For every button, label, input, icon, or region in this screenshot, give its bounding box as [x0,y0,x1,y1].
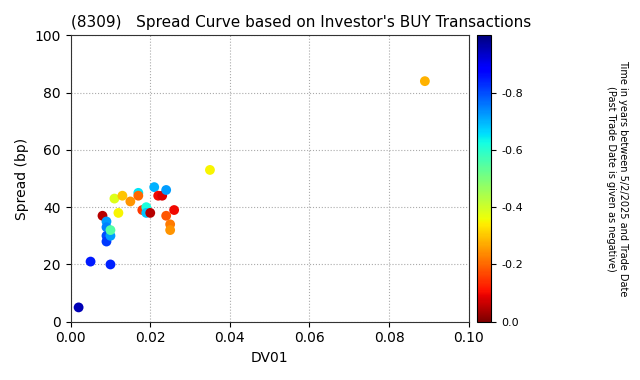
Point [113,210,124,216]
Point [74,304,84,310]
Point [117,193,127,199]
Point [137,207,147,213]
X-axis label: DV01: DV01 [251,351,289,365]
Text: (8309)   Spread Curve based on Investor's BUY Transactions: (8309) Spread Curve based on Investor's … [70,15,531,30]
Point [106,261,116,268]
Point [85,258,95,264]
Point [161,213,172,219]
Point [420,78,430,84]
Point [153,193,163,199]
Point [109,196,120,202]
Point [161,187,172,193]
Point [101,239,111,245]
Point [145,210,156,216]
Point [165,221,175,227]
Point [106,227,116,233]
Point [205,167,215,173]
Point [157,193,167,199]
Point [101,218,111,225]
Point [141,210,152,216]
Point [169,207,179,213]
Point [125,198,136,204]
Point [101,233,111,239]
Point [133,193,143,199]
Y-axis label: Spread (bp): Spread (bp) [15,138,29,220]
Point [106,233,116,239]
Point [133,190,143,196]
Point [97,213,108,219]
Point [149,184,159,190]
Point [101,224,111,230]
Point [165,227,175,233]
Y-axis label: Time in years between 5/2/2025 and Trade Date
(Past Trade Date is given as negat: Time in years between 5/2/2025 and Trade… [606,60,628,297]
Point [141,204,152,210]
